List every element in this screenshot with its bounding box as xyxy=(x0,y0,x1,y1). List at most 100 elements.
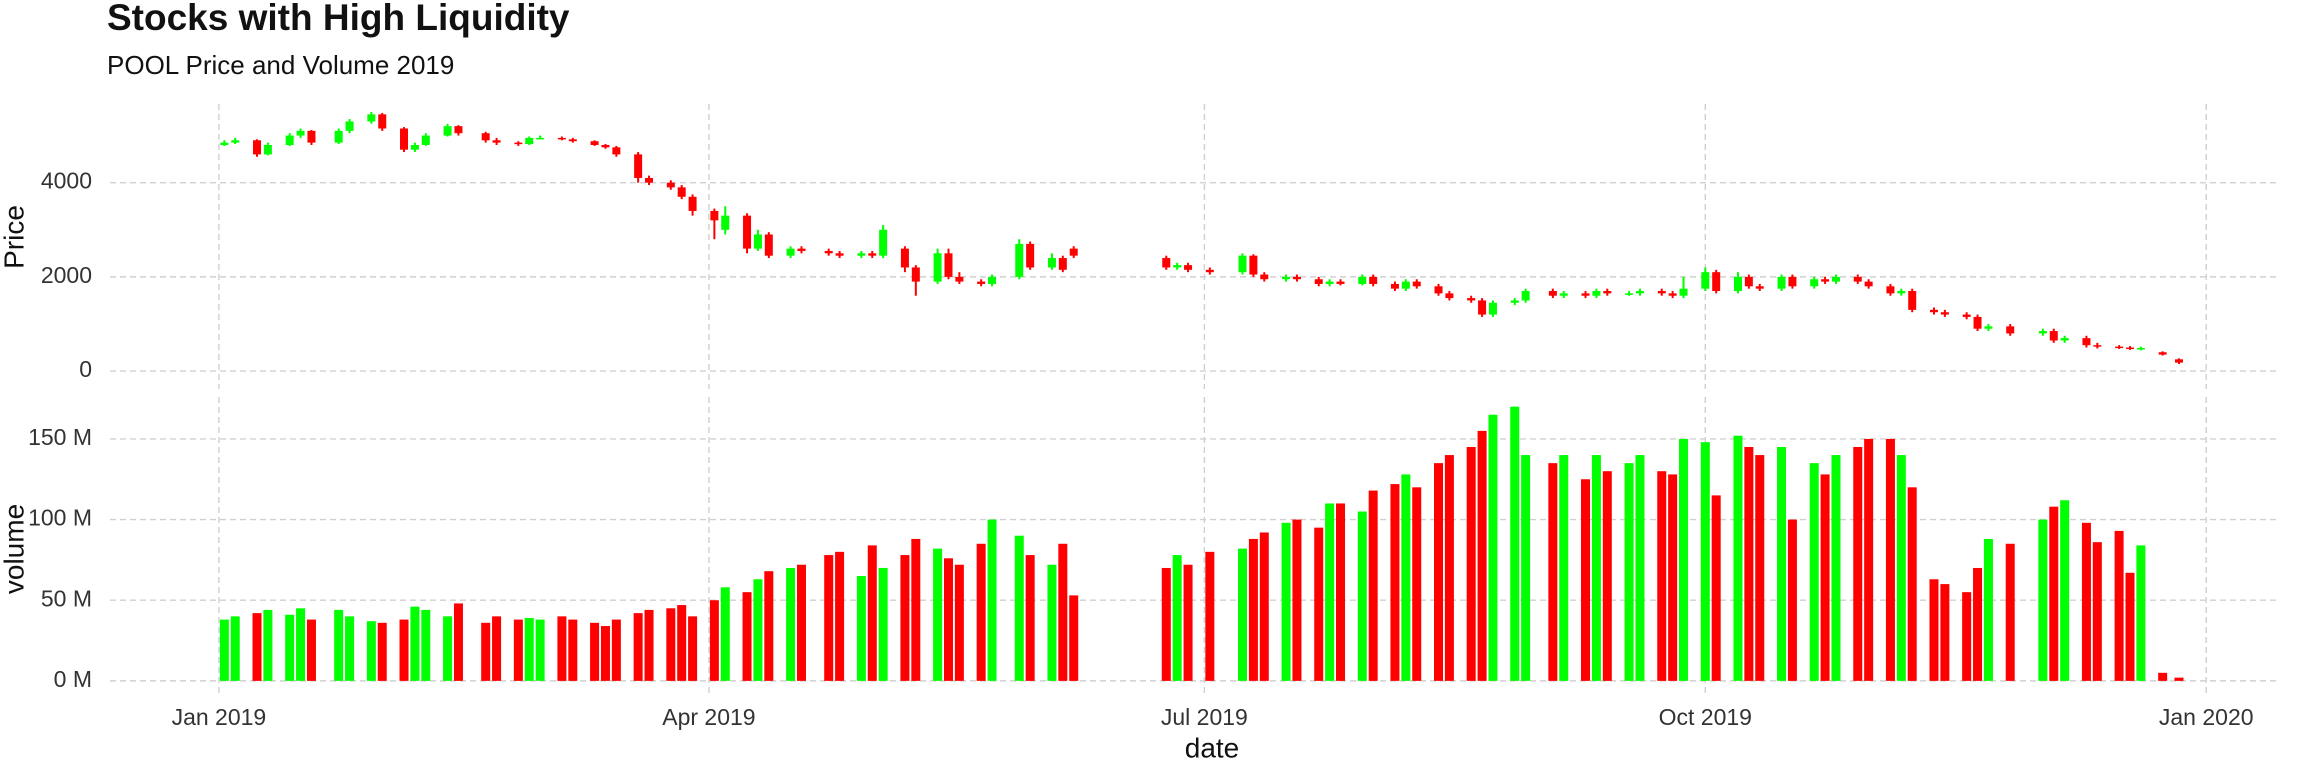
candle-body xyxy=(1026,243,1035,268)
volume-bar xyxy=(1025,555,1035,681)
volume-bar xyxy=(1161,567,1171,681)
volume-bar xyxy=(954,564,964,681)
volume-bar xyxy=(219,619,229,681)
candle-body xyxy=(1831,276,1840,282)
volume-bar xyxy=(1885,438,1895,681)
y-tick-label: 4000 xyxy=(41,168,92,194)
volume-bar xyxy=(1940,584,1950,681)
volume-bar xyxy=(1657,471,1667,681)
candle-body xyxy=(1581,293,1590,296)
candle-body xyxy=(988,276,997,284)
candle-body xyxy=(1249,255,1258,275)
candle-body xyxy=(879,229,888,256)
candle-body xyxy=(421,135,430,145)
volume-bar xyxy=(1510,406,1520,681)
candle-body xyxy=(1047,258,1056,268)
candle-body xyxy=(1940,312,1949,315)
candle-body xyxy=(743,215,752,249)
y-axis-title: Price xyxy=(0,205,29,269)
candle-body xyxy=(1358,276,1367,284)
candle-body xyxy=(977,281,986,284)
candle-body xyxy=(492,140,501,143)
volume-bar xyxy=(345,616,355,681)
candle-body xyxy=(612,147,621,155)
candle-body xyxy=(1625,293,1634,295)
candle-body xyxy=(1777,276,1786,289)
volume-bar xyxy=(1831,455,1841,681)
x-axis-title: date xyxy=(1185,732,1240,763)
volume-bar xyxy=(1238,548,1248,681)
x-tick-label: Apr 2019 xyxy=(662,704,755,730)
candle-body xyxy=(1478,300,1487,315)
volume-bar xyxy=(600,626,610,681)
y-tick-label: 0 xyxy=(79,356,92,382)
volume-bar xyxy=(742,592,752,681)
volume-bar xyxy=(1983,538,1993,681)
volume-bar xyxy=(835,551,845,681)
volume-bar xyxy=(399,619,409,681)
candle-body xyxy=(590,141,599,145)
candle-body xyxy=(797,248,806,251)
volume-bar xyxy=(568,619,578,681)
candle-body xyxy=(525,137,534,145)
candle-body xyxy=(536,137,545,140)
candle-body xyxy=(1712,272,1721,292)
volume-bar xyxy=(943,558,953,681)
candle-body xyxy=(786,248,795,256)
candle-body xyxy=(911,267,920,282)
x-tick-label: Jan 2019 xyxy=(172,704,267,730)
volume-bar xyxy=(557,616,567,681)
candle-body xyxy=(1173,265,1182,268)
volume-bar xyxy=(2005,543,2015,681)
volume-bar xyxy=(1733,435,1743,681)
marks xyxy=(219,112,2184,681)
volume-bar xyxy=(1292,519,1302,681)
candle-body xyxy=(601,144,610,148)
candle-body xyxy=(1467,298,1476,301)
candle-body xyxy=(1015,243,1024,277)
volume-bar xyxy=(1777,447,1787,681)
candle-body xyxy=(1897,291,1906,294)
volume-bar xyxy=(230,616,240,681)
candle-body xyxy=(721,215,730,230)
candle-body xyxy=(1510,300,1519,303)
candle-body xyxy=(1314,279,1323,284)
volume-bar xyxy=(513,619,523,681)
candle-body xyxy=(2158,352,2167,355)
candle-body xyxy=(710,210,719,221)
candle-body xyxy=(1521,291,1530,301)
volume-bar xyxy=(443,616,453,681)
candle-body xyxy=(220,142,229,145)
candle-body xyxy=(481,133,490,141)
volume-bar xyxy=(2038,519,2048,681)
volume-bar xyxy=(1591,455,1601,681)
candle-body xyxy=(955,276,964,282)
x-tick-label: Jul 2019 xyxy=(1161,704,1248,730)
volume-bar xyxy=(900,555,910,681)
volume-bar xyxy=(1488,414,1498,681)
volume-bar xyxy=(2092,542,2102,681)
candle-body xyxy=(1162,258,1171,268)
volume-bar xyxy=(334,609,344,681)
volume-bar xyxy=(1466,447,1476,681)
candle-body xyxy=(1984,326,1993,329)
y-tick-label: 0 M xyxy=(54,666,92,692)
candle-body xyxy=(1260,274,1269,280)
volume-bar xyxy=(2136,545,2146,681)
candle-body xyxy=(231,140,240,143)
volume-bar xyxy=(1069,595,1079,681)
volume-bar xyxy=(1521,455,1531,681)
candle-body xyxy=(378,114,387,129)
volume-bar xyxy=(1711,495,1721,681)
grid: 0 2000 4000 0 M 50 M 100 M 150 M Jan 2019 Apr 20… xyxy=(28,104,2277,730)
volume-bar xyxy=(1014,535,1024,681)
volume-bar xyxy=(1401,474,1411,681)
candle-body xyxy=(1292,276,1301,280)
volume-bar xyxy=(1548,463,1558,681)
volume-bar xyxy=(2174,677,2184,681)
candle-body xyxy=(634,154,643,178)
volume-bar xyxy=(1047,564,1057,681)
candle-body xyxy=(2006,326,2015,334)
volume-bar xyxy=(1559,455,1569,681)
